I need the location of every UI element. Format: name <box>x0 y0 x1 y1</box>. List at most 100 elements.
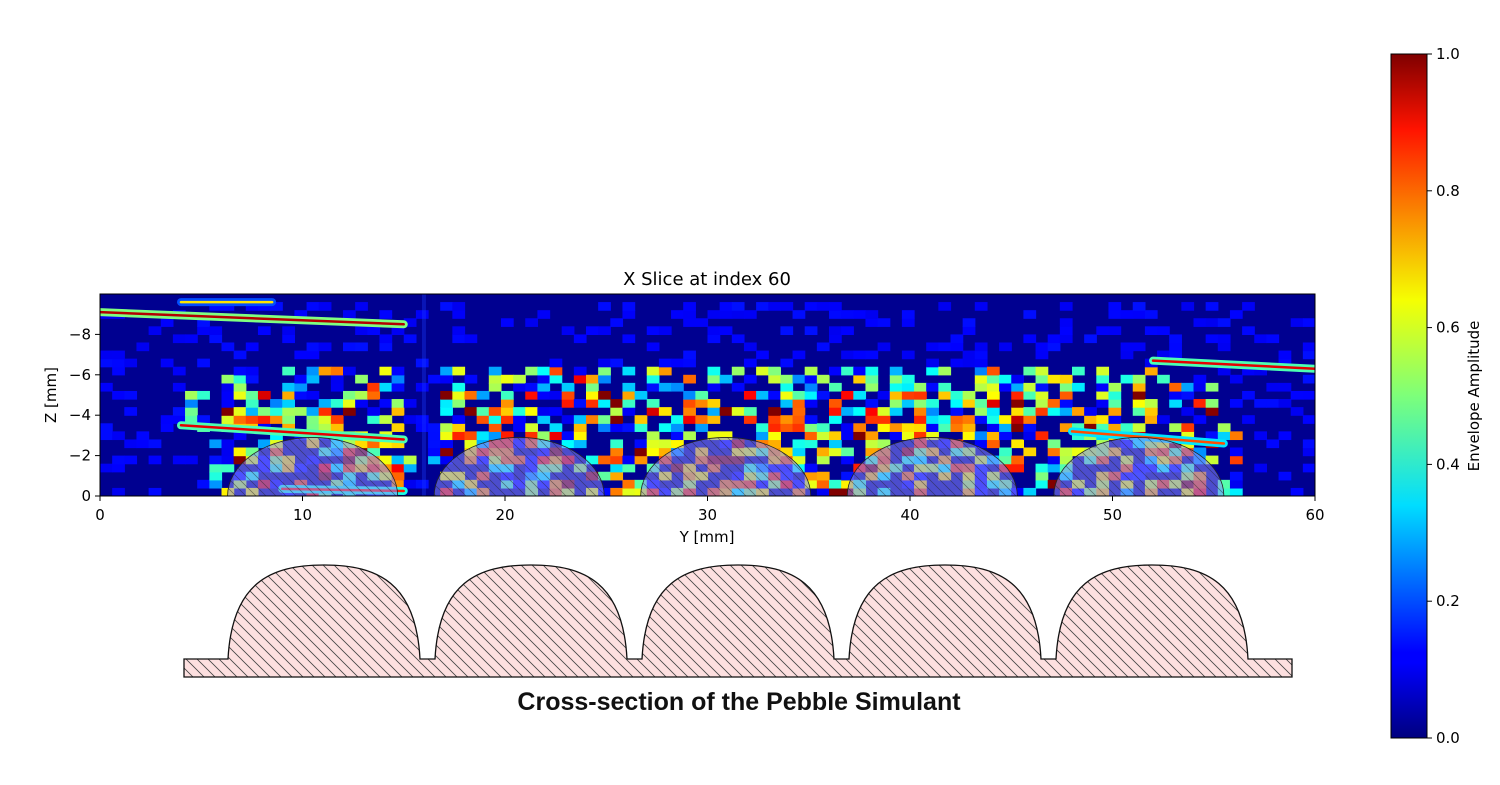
heatmap-cell <box>221 390 235 400</box>
heatmap-cell <box>1011 382 1024 392</box>
heatmap-cell <box>986 390 1000 400</box>
heatmap-cell <box>683 358 696 368</box>
heatmap-cell <box>938 302 952 311</box>
heatmap-cell <box>841 366 854 376</box>
heatmap-cell <box>986 382 1000 392</box>
heatmap-cell <box>622 390 636 400</box>
heatmap-cell <box>999 415 1012 424</box>
heatmap-cell <box>707 407 721 416</box>
heatmap-cell <box>549 423 563 432</box>
heatmap-cell <box>707 374 721 384</box>
heatmap-cell <box>1302 390 1315 400</box>
heatmap-cell <box>1266 399 1280 408</box>
heatmap-cell <box>1205 302 1219 311</box>
heatmap-cell <box>1059 423 1073 432</box>
heatmap-cell <box>950 423 964 432</box>
heatmap-cell <box>986 374 1000 384</box>
heatmap-cell <box>440 423 453 432</box>
heatmap-cell <box>488 423 502 432</box>
heatmap-cell <box>221 447 235 457</box>
heatmap-cell <box>440 447 453 457</box>
heatmap-cell <box>452 382 466 392</box>
heatmap-cell <box>1132 390 1146 400</box>
heatmap-cell <box>853 374 867 384</box>
heatmap-cell <box>914 390 927 400</box>
heatmap-cell <box>537 496 550 505</box>
heatmap-cell <box>622 455 636 465</box>
heatmap-cell <box>829 334 842 344</box>
heatmap-cell <box>245 390 259 400</box>
heatmap-cell <box>391 439 405 449</box>
heatmap-cell <box>525 318 538 327</box>
heatmap-cell <box>270 399 283 408</box>
heatmap-cell <box>1302 415 1315 424</box>
heatmap-cell <box>172 334 186 344</box>
heatmap-cell <box>1217 423 1231 432</box>
heatmap-cell <box>391 407 405 416</box>
heatmap-cell <box>367 439 381 449</box>
heatmap-cell <box>1144 310 1158 319</box>
heatmap-cell <box>853 431 867 441</box>
heatmap-cell <box>124 455 138 465</box>
heatmap-cell <box>464 407 478 416</box>
heatmap-cell <box>938 423 952 432</box>
heatmap-cell <box>1059 382 1073 392</box>
heatmap-cell <box>100 358 113 368</box>
heatmap-cell <box>452 390 466 400</box>
heatmap-cell <box>865 431 879 441</box>
heatmap-cell <box>488 366 502 376</box>
heatmap-cell <box>1132 310 1146 319</box>
heatmap-cell <box>257 415 271 424</box>
heatmap-cell <box>500 390 514 400</box>
heatmap-cell <box>1229 399 1243 408</box>
heatmap-cell <box>306 366 320 376</box>
heatmap-cell <box>1047 334 1061 344</box>
heatmap-cell <box>428 447 441 457</box>
heatmap-cell <box>1035 463 1049 473</box>
heatmap-cell <box>500 399 514 408</box>
heatmap-cell <box>245 366 259 376</box>
heatmap-cell <box>622 366 636 376</box>
heatmap-cell <box>403 415 417 424</box>
heatmap-cell <box>221 374 235 384</box>
heatmap-cell <box>185 407 198 416</box>
heatmap-cell <box>586 390 599 400</box>
heatmap-cell <box>865 407 879 416</box>
heatmap-cell <box>658 358 672 368</box>
heatmap-cell <box>1193 382 1207 392</box>
heatmap-cell <box>1108 423 1122 432</box>
heatmap-cell <box>525 382 538 392</box>
heatmap-cell <box>185 399 198 408</box>
heatmap-cell <box>1181 431 1195 441</box>
heatmap-cell <box>1242 415 1255 424</box>
heatmap-cell <box>804 431 818 441</box>
heatmap-cell <box>343 342 356 352</box>
heatmap-cell <box>901 399 915 408</box>
heatmap-cell <box>1193 399 1207 408</box>
heatmap-cell <box>391 366 405 376</box>
heatmap-cell <box>1047 439 1061 449</box>
heatmap-cell <box>707 415 721 424</box>
colorbar-tick-label: 1.0 <box>1436 45 1460 63</box>
heatmap-cell <box>877 407 891 416</box>
heatmap-cell <box>306 350 320 360</box>
colorbar-ticks: 0.0 0.2 0.4 0.6 0.8 1.0 <box>1427 45 1460 747</box>
plot-title: X Slice at index 60 <box>623 269 791 290</box>
heatmap-cell <box>634 439 648 449</box>
heatmap-cell <box>513 415 526 424</box>
heatmap-cell <box>294 382 308 392</box>
heatmap-cell <box>853 310 867 319</box>
heatmap-cell <box>889 407 903 416</box>
heatmap-cell <box>209 334 223 344</box>
heatmap-cell <box>185 455 198 465</box>
heatmap-cell <box>986 431 1000 441</box>
heatmap-cell <box>1157 415 1170 424</box>
heatmap-cell <box>938 366 952 376</box>
heatmap-cell <box>1266 382 1280 392</box>
heatmap-cell <box>112 358 125 368</box>
colorbar-tick-label: 0.2 <box>1436 592 1460 610</box>
heatmap-cell <box>646 326 660 335</box>
heatmap-cell <box>658 447 672 457</box>
heatmap-cell <box>731 302 745 311</box>
heatmap-cell <box>683 310 696 319</box>
